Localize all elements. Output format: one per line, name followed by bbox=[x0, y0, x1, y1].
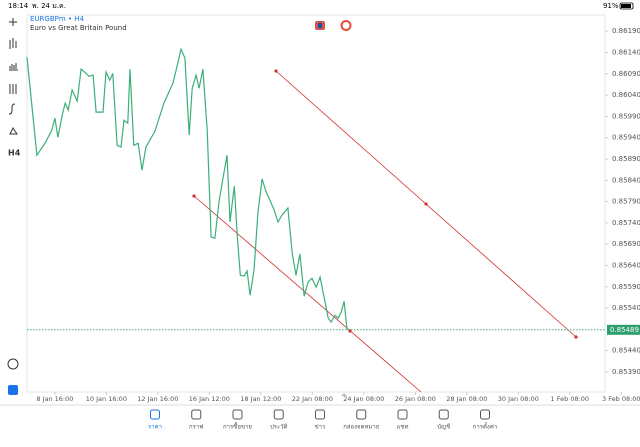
x-tick-label: 12 Jan 16:00 bbox=[137, 395, 178, 403]
objects-tool[interactable] bbox=[9, 84, 17, 94]
tab[interactable]: ประวัติ bbox=[270, 409, 288, 431]
y-tick-label: 0.85840 bbox=[612, 176, 640, 184]
one-click-icon[interactable] bbox=[340, 20, 352, 31]
y-tick-label: 0.85540 bbox=[612, 304, 640, 312]
function-tool[interactable] bbox=[8, 103, 16, 115]
timeframe[interactable]: H4 bbox=[8, 149, 21, 158]
trendline-point[interactable] bbox=[192, 194, 196, 198]
y-tick-label: 0.85640 bbox=[612, 261, 640, 269]
trendline-point[interactable] bbox=[424, 202, 428, 206]
symbol-description: Euro vs Great Britain Pound bbox=[30, 24, 127, 32]
x-tick-label: 30 Jan 08:00 bbox=[498, 395, 539, 403]
trendline-point[interactable] bbox=[274, 69, 278, 73]
tab[interactable]: กราฟ bbox=[189, 409, 203, 431]
tab-icon bbox=[150, 409, 160, 420]
y-tick-label: 0.85590 bbox=[612, 283, 640, 291]
status-battery: 91% bbox=[603, 2, 619, 10]
y-tick-label: 0.86090 bbox=[612, 70, 640, 78]
tab-icon bbox=[480, 409, 490, 420]
tab-label: ราคา bbox=[148, 424, 162, 431]
x-tick-label: 1 Feb 08:00 bbox=[551, 395, 590, 403]
tab-icon bbox=[191, 409, 202, 420]
tab-icon bbox=[438, 409, 449, 420]
tab-icon bbox=[315, 409, 325, 420]
left-toolbar bbox=[7, 18, 19, 370]
chart-type-tool[interactable] bbox=[9, 38, 17, 49]
tab[interactable]: ข่าว bbox=[315, 409, 326, 431]
y-tick-label: 0.85990 bbox=[612, 112, 640, 120]
current-price-box bbox=[607, 324, 640, 335]
y-tick-label: 0.85890 bbox=[612, 155, 640, 163]
x-tick-label: 24 Jan 08:00 bbox=[343, 395, 384, 403]
trendlines bbox=[192, 69, 578, 393]
battery-fill bbox=[621, 4, 631, 8]
tab-icon bbox=[232, 409, 243, 420]
battery-icon bbox=[619, 2, 634, 10]
price-line bbox=[26, 47, 348, 330]
x-tick-label: 18 Jan 12:00 bbox=[240, 395, 281, 403]
account-icon[interactable] bbox=[8, 385, 18, 395]
trendline[interactable] bbox=[193, 195, 422, 393]
status-date: พ. 24 ม.ค. bbox=[32, 2, 66, 10]
tab-label: ประวัติ bbox=[270, 424, 288, 431]
tab[interactable]: ราคา bbox=[148, 409, 162, 431]
tab-label: กล่องจดหมาย bbox=[343, 424, 379, 431]
tab[interactable]: กล่องจดหมาย bbox=[343, 409, 379, 431]
tab[interactable]: การตั้งค่า bbox=[473, 409, 497, 431]
tab[interactable]: บัญชี bbox=[437, 409, 450, 431]
tab[interactable]: การซื้อขาย bbox=[223, 409, 252, 431]
x-tick-label: 28 Jan 08:00 bbox=[446, 395, 487, 403]
flag-icon-inner bbox=[318, 23, 322, 28]
trendline-point[interactable] bbox=[574, 335, 578, 339]
y-tick-label: 0.85690 bbox=[612, 240, 640, 248]
tab-label: บัญชี bbox=[437, 423, 450, 431]
y-tick-label: 0.85740 bbox=[612, 219, 640, 227]
y-tick-label: 0.86190 bbox=[612, 27, 640, 35]
y-tick-label: 0.85440 bbox=[612, 347, 640, 355]
x-tick-label: 8 Jan 16:00 bbox=[36, 395, 73, 403]
status-time: 18:14 bbox=[8, 2, 29, 10]
tab-icon bbox=[273, 409, 284, 420]
y-tick-label: 0.86040 bbox=[612, 91, 640, 99]
search-tool[interactable] bbox=[7, 358, 19, 370]
tab-label: การตั้งค่า bbox=[473, 421, 497, 431]
y-tick-label: 0.86140 bbox=[612, 48, 640, 56]
tab-icon bbox=[356, 409, 367, 420]
shapes-tool[interactable] bbox=[9, 127, 18, 135]
scroll-marker bbox=[341, 393, 347, 396]
current-price-label: 0.85489 bbox=[610, 326, 639, 334]
x-tick-label: 10 Jan 16:00 bbox=[86, 395, 127, 403]
x-tick-label: 3 Feb 08:00 bbox=[602, 395, 640, 403]
indicators-tool[interactable] bbox=[9, 63, 18, 71]
x-tick-label: 26 Jan 08:00 bbox=[395, 395, 436, 403]
x-tick-label: 22 Jan 08:00 bbox=[292, 395, 333, 403]
x-tick-label: 16 Jan 12:00 bbox=[189, 395, 230, 403]
tab-label: การซื้อขาย bbox=[223, 421, 252, 431]
tab-label: กราฟ bbox=[189, 424, 203, 431]
tab-label: แชท bbox=[397, 424, 409, 431]
tab[interactable]: แชท bbox=[397, 409, 409, 431]
crosshair-tool[interactable] bbox=[9, 18, 17, 26]
tab-icon bbox=[397, 409, 408, 420]
tab-label: ข่าว bbox=[315, 424, 326, 431]
y-tick-label: 0.85790 bbox=[612, 198, 640, 206]
y-tick-label: 0.85390 bbox=[612, 368, 640, 376]
y-tick-label: 0.85940 bbox=[612, 134, 640, 142]
symbol[interactable]: EURGBPm • H4 bbox=[30, 15, 85, 23]
